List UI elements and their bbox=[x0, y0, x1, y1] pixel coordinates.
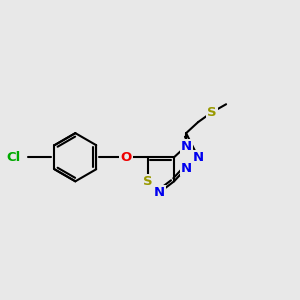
Text: N: N bbox=[193, 151, 204, 164]
Text: O: O bbox=[120, 151, 131, 164]
Text: N: N bbox=[181, 162, 192, 175]
Text: N: N bbox=[154, 186, 165, 199]
Text: S: S bbox=[143, 175, 152, 188]
Text: S: S bbox=[207, 106, 217, 119]
Text: N: N bbox=[181, 140, 192, 153]
Text: Cl: Cl bbox=[7, 151, 21, 164]
